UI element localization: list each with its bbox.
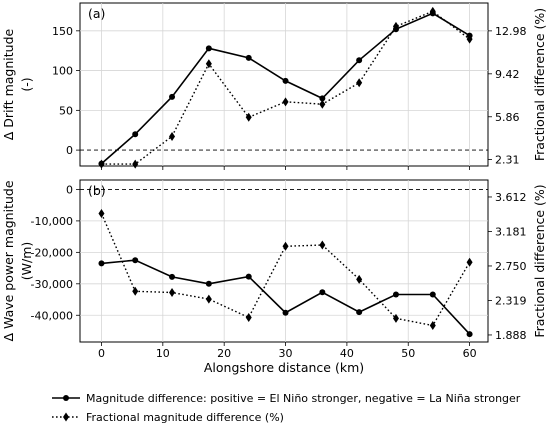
legend-label: Fractional magnitude difference (%)	[86, 411, 284, 424]
fractional-difference-point	[282, 241, 289, 251]
fractional-difference-point	[429, 6, 436, 16]
fractional-difference-line	[100, 213, 471, 327]
panel-a-drift: 0 50 100 150 2.31 5.86 9.42 12.98 (a) Δ Drift mag…	[1, 2, 547, 170]
y-tick-label-left: 150	[52, 25, 73, 38]
y-axis-title-right: Fractional difference (%)	[532, 184, 547, 337]
legend: Magnitude difference: positive = El Niño…	[52, 392, 521, 424]
y-tick-label-right: 2.319	[495, 294, 527, 307]
magnitude-difference-point	[132, 257, 139, 264]
magnitude-difference-point	[282, 309, 289, 316]
plot-frame	[79, 179, 489, 343]
y-axis-title-left: Δ Wave power magnitude (W/m)	[1, 180, 34, 341]
magnitude-difference-point	[319, 289, 326, 296]
fractional-difference-point	[169, 288, 176, 298]
y-tick-label-right: 2.750	[495, 260, 527, 273]
y-tick-label-right: 5.86	[495, 111, 520, 124]
fractional-difference-point	[98, 208, 105, 218]
legend-diamond-marker	[63, 412, 69, 422]
magnitude-difference-point	[356, 57, 363, 64]
magnitude-difference-point	[392, 291, 399, 298]
x-tick-label: 10	[156, 347, 170, 360]
fractional-difference-point	[356, 78, 363, 88]
fractional-difference-point	[392, 313, 399, 323]
magnitude-difference-point	[356, 309, 363, 316]
fractional-difference-point	[245, 313, 252, 323]
x-tick-label: 0	[98, 347, 105, 360]
legend-label: Magnitude difference: positive = El Niño…	[86, 392, 521, 405]
y-tick-label-left: 0	[66, 144, 73, 157]
y-tick-label-right: 3.612	[495, 191, 527, 204]
panel-label: (b)	[88, 183, 106, 198]
fractional-difference-point	[466, 34, 473, 44]
y-tick-label-left: -40,000	[31, 309, 73, 322]
y-tick-label-right: 12.98	[495, 25, 527, 38]
magnitude-difference-point	[205, 280, 212, 287]
x-tick-label: 30	[279, 347, 293, 360]
magnitude-difference-point	[98, 260, 105, 267]
fractional-difference-point	[356, 274, 363, 284]
y-tick-label-left: -30,000	[31, 278, 73, 291]
x-tick-label: 40	[340, 347, 354, 360]
fractional-difference-point	[169, 131, 176, 141]
y-axis-title-line: (-)	[19, 77, 34, 91]
x-tick-label: 20	[217, 347, 231, 360]
y-tick-label-left: 100	[52, 65, 73, 78]
y-tick-label-left: -20,000	[31, 246, 73, 259]
magnitude-difference-point	[245, 54, 252, 61]
fractional-difference-point	[282, 97, 289, 107]
plot-frame	[79, 2, 489, 167]
x-axis-title: Alongshore distance (km)	[204, 360, 364, 375]
magnitude-difference-point	[169, 93, 176, 100]
fractional-difference-point	[429, 321, 436, 331]
y-tick-label-right: 2.31	[495, 154, 520, 167]
y-axis-title-line: Δ Wave power magnitude	[1, 180, 16, 341]
magnitude-difference-point	[429, 291, 436, 298]
y-tick-label-left: 0	[66, 183, 73, 196]
panel-b-wave-power: 0 10 20 30 40 50 60 0 -10,000 -20,000 -30,000 -40,0…	[1, 179, 547, 375]
magnitude-difference-point	[466, 331, 473, 338]
x-tick-label: 60	[463, 347, 477, 360]
magnitude-difference-point	[319, 95, 326, 102]
y-axis-title-line: (W/m)	[19, 242, 34, 281]
magnitude-difference-point	[282, 77, 289, 84]
y-tick-label-right: 1.888	[495, 329, 527, 342]
fractional-difference-point	[205, 294, 212, 304]
fractional-difference-point	[132, 159, 139, 169]
fractional-difference-point	[245, 112, 252, 122]
magnitude-difference-point	[169, 273, 176, 280]
y-axis-title-left: Δ Drift magnitude (-)	[1, 28, 34, 140]
x-tick-label: 50	[401, 347, 415, 360]
magnitude-difference-point	[245, 273, 252, 280]
magnitude-difference-point	[205, 45, 212, 52]
y-tick-label-left: 50	[59, 104, 73, 117]
panel-label: (a)	[88, 6, 105, 21]
fractional-difference-point	[466, 257, 473, 267]
y-tick-label-right: 3.181	[495, 225, 527, 238]
fractional-difference-point	[392, 21, 399, 31]
fractional-difference-line	[101, 10, 471, 165]
magnitude-difference-point	[132, 131, 139, 138]
fractional-difference-point	[132, 286, 139, 296]
y-tick-label-left: -10,000	[31, 215, 73, 228]
y-axis-title-line: Δ Drift magnitude	[1, 28, 16, 140]
fractional-difference-point	[319, 99, 326, 109]
fractional-difference-point	[205, 59, 212, 69]
y-tick-label-right: 9.42	[495, 68, 520, 81]
fractional-difference-point	[319, 240, 326, 250]
fractional-difference-point	[98, 159, 105, 169]
y-axis-title-right: Fractional difference (%)	[532, 8, 547, 161]
legend-circle-marker	[63, 395, 69, 401]
